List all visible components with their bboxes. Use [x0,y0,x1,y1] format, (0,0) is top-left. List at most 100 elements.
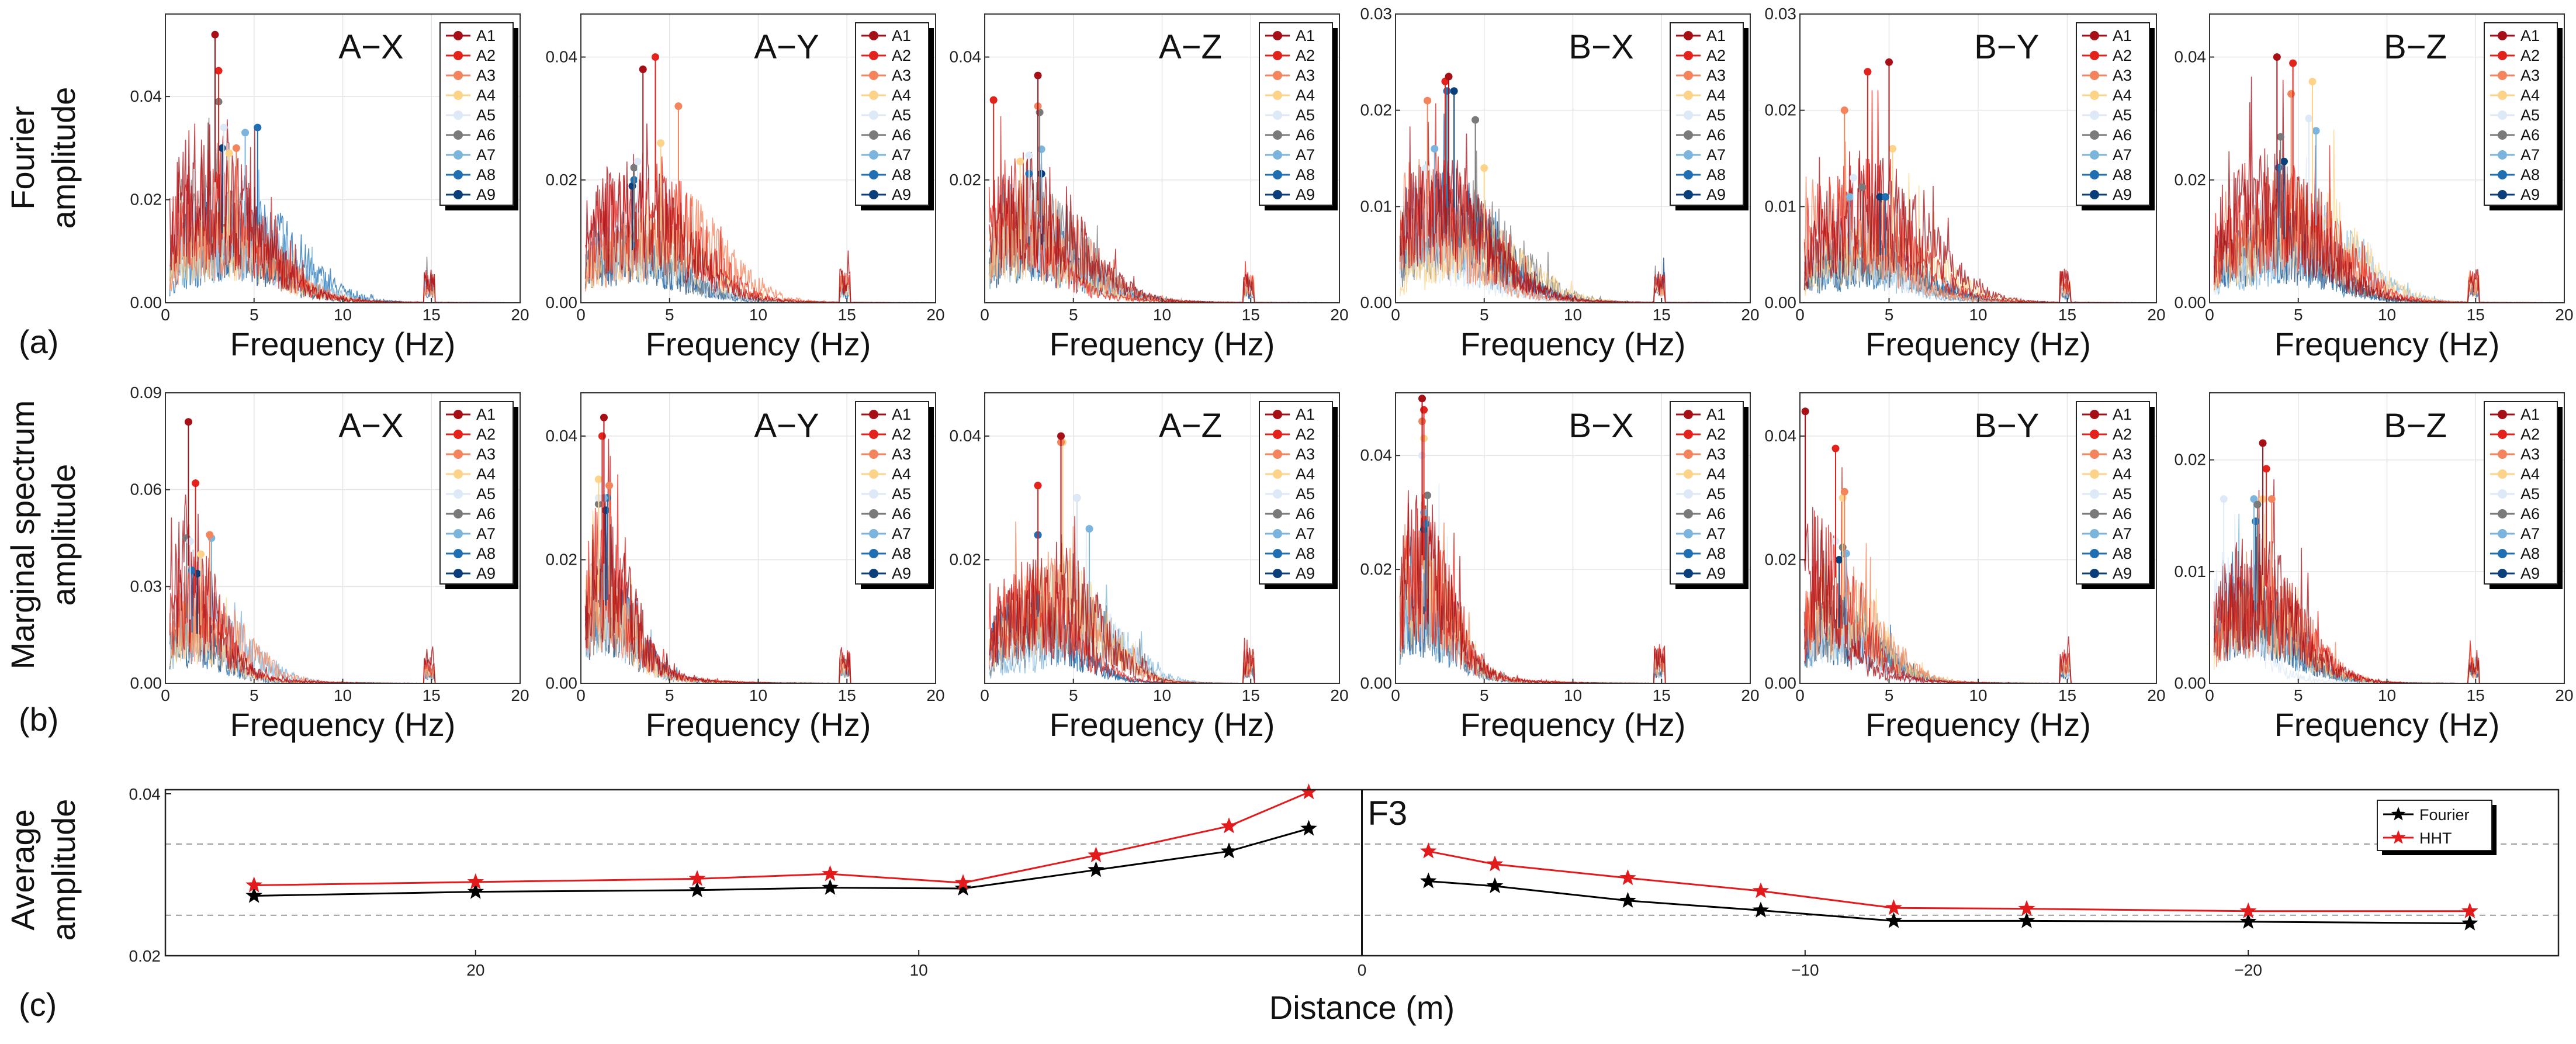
y-tick-label: 0.02 [1765,551,1797,569]
legend-label-a9: A9 [1296,565,1315,582]
legend-marker-a1 [2090,410,2099,419]
x-tick-label: 15 [838,306,856,324]
series-line-fourier [1428,880,2470,925]
legend-label-a7: A7 [2113,146,2132,164]
series-point-hht [467,873,484,890]
legend-marker-a8 [2498,170,2507,179]
avg-x-tick-label: 20 [466,961,484,979]
legend-label-a4: A4 [476,465,496,483]
legend-marker-a4 [2090,91,2099,100]
y-tick-label: 0.04 [130,87,162,105]
peak-point-a7 [1431,145,1439,153]
x-tick-label: 10 [334,306,352,324]
legend-label-a5: A5 [892,106,911,124]
panel-title: A−X [338,407,403,445]
legend-marker-a1 [1273,31,1282,40]
legend-label-a9: A9 [1296,186,1315,203]
peak-point-a2 [2262,465,2270,473]
series-point-fourier [1220,842,1238,859]
panel-fourier-bx: 0 5 10 15 20 0.00 0.01 0.02 0.03 Frequency (Hz) B−… [1360,5,1760,362]
peak-point-a5 [2305,115,2313,123]
y-tick-label: 0.00 [2175,674,2207,692]
row-c-ylabel-line1: Average [4,809,41,931]
peak-point-a1 [2259,439,2267,447]
x-axis-title: Frequency (Hz) [1050,326,1275,362]
legend-label-a7: A7 [2520,525,2540,542]
legend-label-a6: A6 [1296,126,1315,144]
series-point-fourier [1088,861,1105,877]
legend-label-a9: A9 [1706,186,1726,203]
panel-marginal-ay: 0 5 10 15 20 0.00 0.02 0.04 Frequency (Hz) A−Y A1 A… [546,392,945,743]
legend-marker-a8 [453,170,463,179]
panel-title: B−Y [1974,407,2039,445]
legend-marker-a8 [1684,549,1693,558]
legend-label-a8: A8 [2113,166,2132,184]
legend-label-a5: A5 [476,485,496,503]
peak-point-a9 [218,144,226,152]
legend-marker-a9 [869,190,878,199]
legend-marker-a4 [869,91,878,100]
series-point-fourier [1619,891,1636,908]
legend-label-a3: A3 [2113,445,2132,463]
peak-point-a1 [211,30,219,39]
legend-label-a5: A5 [2520,485,2540,503]
peak-point-a4 [1016,157,1024,165]
legend-marker-a4 [2498,91,2507,100]
avg-y-tick-label: 0.02 [129,947,161,965]
legend-label-a2: A2 [1706,47,1726,64]
legend-marker-a7 [1684,529,1693,538]
legend-label-a4: A4 [892,87,911,104]
legend-label-a1: A1 [476,27,496,44]
peak-point-a1 [639,65,647,74]
x-tick-label: 15 [2467,686,2485,704]
peak-point-a1 [1801,407,1809,416]
legend-marker-a2 [2090,51,2099,60]
x-tick-label: 0 [576,306,586,324]
legend-marker-a2 [453,430,463,439]
legend-label-a5: A5 [1296,485,1315,503]
peak-point-a3 [2287,90,2295,98]
legend-marker-a7 [869,150,878,160]
legend-marker-a1 [1273,410,1282,419]
row-b-ylabel-line1: Marginal spectrum [4,400,41,670]
panel-title: A−Y [754,407,819,445]
legend-marker-a4 [2090,469,2099,479]
avg-legend-marker-hht [2391,830,2406,844]
x-tick-label: 15 [423,306,441,324]
legend-marker-a7 [2090,150,2099,160]
peak-point-a8 [1422,520,1430,528]
y-tick-label: 0.02 [950,551,982,569]
peak-point-a5 [1850,174,1857,182]
panel-letter-b: (b) [19,701,58,738]
legend-label-a2: A2 [2113,426,2132,443]
legend-label-a1: A1 [1296,406,1315,423]
legend-marker-a6 [2498,509,2507,518]
x-tick-label: 0 [2205,306,2214,324]
legend-marker-a8 [1684,170,1693,179]
legend-marker-a1 [2090,31,2099,40]
legend-marker-a2 [2498,51,2507,60]
x-tick-label: 0 [1391,306,1400,324]
series-point-hht [1752,882,1770,898]
legend-label-a1: A1 [1706,406,1726,423]
panels: 0 5 10 15 20 0.00 0.02 0.04 Frequency (Hz) A−X A1 A… [130,5,2574,743]
peak-point-a6 [1424,491,1432,499]
x-tick-label: 5 [665,686,674,704]
y-tick-label: 0.03 [1360,5,1393,23]
panel-marginal-by: 0 5 10 15 20 0.00 0.02 0.04 Frequency (Hz) B−Y A1 A… [1765,392,2166,743]
legend-marker-a6 [1684,130,1693,140]
series-point-fourier [1420,872,1437,889]
legend-label-a5: A5 [2113,106,2132,124]
series-line-hht [1428,850,2470,912]
legend-marker-a9 [2498,569,2507,578]
legend-label-a4: A4 [1706,87,1726,104]
series-point-fourier [2461,914,2478,931]
legend-marker-a1 [1684,410,1693,419]
peak-point-a2 [214,67,223,75]
avg-x-tick-label: −10 [1791,961,1819,979]
x-tick-label: 20 [511,686,529,704]
legend-label-a8: A8 [1706,545,1726,562]
legend-label-a5: A5 [1706,485,1726,503]
series-point-hht [1486,855,1504,872]
legend-marker-a7 [1273,150,1282,160]
